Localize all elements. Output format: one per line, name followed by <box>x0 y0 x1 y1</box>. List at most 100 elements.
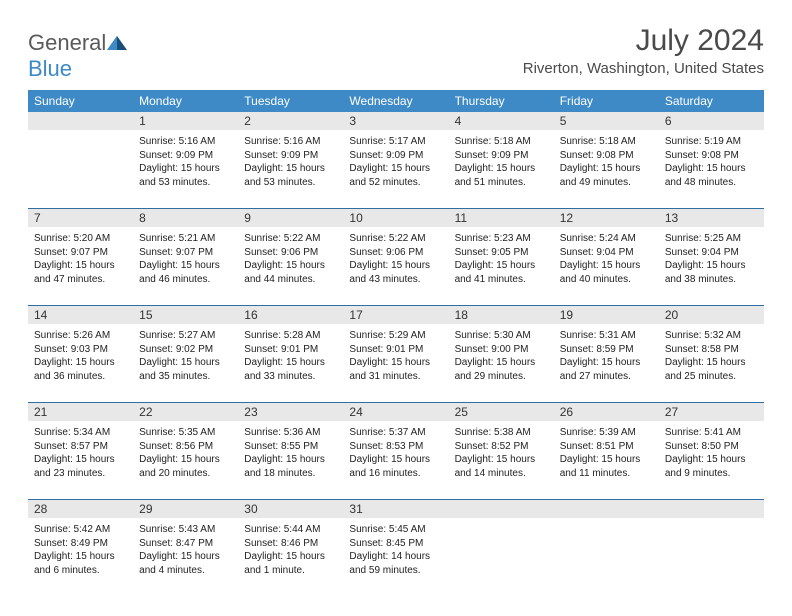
day-cell: Sunrise: 5:37 AMSunset: 8:53 PMDaylight:… <box>343 421 448 499</box>
date-number <box>449 500 554 518</box>
day-info: Sunrise: 5:29 AMSunset: 9:01 PMDaylight:… <box>347 327 444 383</box>
day-cell: Sunrise: 5:36 AMSunset: 8:55 PMDaylight:… <box>238 421 343 499</box>
date-number: 3 <box>343 112 448 130</box>
sunset-line: Sunset: 8:59 PM <box>560 343 653 357</box>
sunset-line: Sunset: 9:04 PM <box>560 246 653 260</box>
day-header-cell: Tuesday <box>238 90 343 112</box>
daylight2-line: and 35 minutes. <box>139 370 232 384</box>
daylight1-line: Daylight: 15 hours <box>560 162 653 176</box>
day-info: Sunrise: 5:38 AMSunset: 8:52 PMDaylight:… <box>453 424 550 480</box>
sunrise-line: Sunrise: 5:39 AM <box>560 426 653 440</box>
logo-text: GeneralBlue <box>28 30 127 82</box>
sunset-line: Sunset: 9:03 PM <box>34 343 127 357</box>
daylight1-line: Daylight: 15 hours <box>665 259 758 273</box>
daylight1-line: Daylight: 15 hours <box>560 259 653 273</box>
location: Riverton, Washington, United States <box>523 60 764 77</box>
day-cell: Sunrise: 5:27 AMSunset: 9:02 PMDaylight:… <box>133 324 238 402</box>
daylight1-line: Daylight: 15 hours <box>34 453 127 467</box>
day-cell: Sunrise: 5:41 AMSunset: 8:50 PMDaylight:… <box>659 421 764 499</box>
date-number: 14 <box>28 306 133 324</box>
day-cell: Sunrise: 5:30 AMSunset: 9:00 PMDaylight:… <box>449 324 554 402</box>
daylight1-line: Daylight: 15 hours <box>244 356 337 370</box>
day-cell: Sunrise: 5:28 AMSunset: 9:01 PMDaylight:… <box>238 324 343 402</box>
date-row: 78910111213 <box>28 208 764 227</box>
daylight2-line: and 36 minutes. <box>34 370 127 384</box>
daylight2-line: and 49 minutes. <box>560 176 653 190</box>
daylight1-line: Daylight: 15 hours <box>665 356 758 370</box>
sunset-line: Sunset: 9:02 PM <box>139 343 232 357</box>
date-number: 1 <box>133 112 238 130</box>
date-number: 18 <box>449 306 554 324</box>
sunrise-line: Sunrise: 5:45 AM <box>349 523 442 537</box>
day-info: Sunrise: 5:36 AMSunset: 8:55 PMDaylight:… <box>242 424 339 480</box>
day-info: Sunrise: 5:16 AMSunset: 9:09 PMDaylight:… <box>137 133 234 189</box>
date-number: 15 <box>133 306 238 324</box>
day-header-cell: Saturday <box>659 90 764 112</box>
sunset-line: Sunset: 9:01 PM <box>244 343 337 357</box>
sunrise-line: Sunrise: 5:35 AM <box>139 426 232 440</box>
sunrise-line: Sunrise: 5:44 AM <box>244 523 337 537</box>
day-info: Sunrise: 5:16 AMSunset: 9:09 PMDaylight:… <box>242 133 339 189</box>
day-cell <box>28 130 133 208</box>
daylight2-line: and 31 minutes. <box>349 370 442 384</box>
date-row: 21222324252627 <box>28 402 764 421</box>
day-cell: Sunrise: 5:44 AMSunset: 8:46 PMDaylight:… <box>238 518 343 596</box>
daylight2-line: and 27 minutes. <box>560 370 653 384</box>
title-block: July 2024 Riverton, Washington, United S… <box>523 24 764 77</box>
sunset-line: Sunset: 9:01 PM <box>349 343 442 357</box>
sunrise-line: Sunrise: 5:20 AM <box>34 232 127 246</box>
sunset-line: Sunset: 9:09 PM <box>244 149 337 163</box>
daylight1-line: Daylight: 15 hours <box>665 162 758 176</box>
sunset-line: Sunset: 9:08 PM <box>665 149 758 163</box>
day-header-cell: Thursday <box>449 90 554 112</box>
logo-text-1: General <box>28 30 106 55</box>
sunrise-line: Sunrise: 5:24 AM <box>560 232 653 246</box>
logo-triangle-icon <box>107 34 127 50</box>
day-cell: Sunrise: 5:42 AMSunset: 8:49 PMDaylight:… <box>28 518 133 596</box>
day-info: Sunrise: 5:22 AMSunset: 9:06 PMDaylight:… <box>347 230 444 286</box>
daylight2-line: and 11 minutes. <box>560 467 653 481</box>
sunrise-line: Sunrise: 5:31 AM <box>560 329 653 343</box>
daylight1-line: Daylight: 15 hours <box>34 550 127 564</box>
day-info: Sunrise: 5:41 AMSunset: 8:50 PMDaylight:… <box>663 424 760 480</box>
month-title: July 2024 <box>523 24 764 58</box>
daylight2-line: and 1 minute. <box>244 564 337 578</box>
sunrise-line: Sunrise: 5:16 AM <box>139 135 232 149</box>
daylight1-line: Daylight: 15 hours <box>560 453 653 467</box>
daylight1-line: Daylight: 15 hours <box>139 550 232 564</box>
daylight2-line: and 38 minutes. <box>665 273 758 287</box>
daylight2-line: and 14 minutes. <box>455 467 548 481</box>
week-row: Sunrise: 5:16 AM Sunset: 9:09 PM Daylight:… <box>28 130 764 208</box>
sunset-line: Sunset: 9:06 PM <box>244 246 337 260</box>
sunrise-line: Sunrise: 5:41 AM <box>665 426 758 440</box>
day-cell: Sunrise: 5:38 AMSunset: 8:52 PMDaylight:… <box>449 421 554 499</box>
daylight1-line: Daylight: 15 hours <box>139 259 232 273</box>
sunrise-line: Sunrise: 5:25 AM <box>665 232 758 246</box>
daylight2-line: and 25 minutes. <box>665 370 758 384</box>
date-number <box>659 500 764 518</box>
sunrise-line: Sunrise: 5:19 AM <box>665 135 758 149</box>
sunset-line: Sunset: 9:09 PM <box>349 149 442 163</box>
sunrise-line: Sunrise: 5:29 AM <box>349 329 442 343</box>
day-cell: Sunrise: 5:34 AMSunset: 8:57 PMDaylight:… <box>28 421 133 499</box>
date-number: 26 <box>554 403 659 421</box>
sunrise-line: Sunrise: 5:42 AM <box>34 523 127 537</box>
date-number: 9 <box>238 209 343 227</box>
daylight2-line: and 18 minutes. <box>244 467 337 481</box>
day-cell: Sunrise: 5:17 AMSunset: 9:09 PMDaylight:… <box>343 130 448 208</box>
logo: GeneralBlue <box>28 24 127 82</box>
date-number: 12 <box>554 209 659 227</box>
day-info: Sunrise: 5:22 AMSunset: 9:06 PMDaylight:… <box>242 230 339 286</box>
daylight2-line: and 47 minutes. <box>34 273 127 287</box>
daylight1-line: Daylight: 15 hours <box>349 259 442 273</box>
daylight1-line: Daylight: 15 hours <box>349 356 442 370</box>
day-cell: Sunrise: 5:18 AMSunset: 9:08 PMDaylight:… <box>554 130 659 208</box>
day-cell: Sunrise: 5:23 AMSunset: 9:05 PMDaylight:… <box>449 227 554 305</box>
date-number: 13 <box>659 209 764 227</box>
sunset-line: Sunset: 8:58 PM <box>665 343 758 357</box>
daylight2-line: and 29 minutes. <box>455 370 548 384</box>
date-number <box>28 112 133 130</box>
day-info: Sunrise: 5:42 AMSunset: 8:49 PMDaylight:… <box>32 521 129 577</box>
daylight1-line: Daylight: 15 hours <box>244 259 337 273</box>
date-number: 22 <box>133 403 238 421</box>
